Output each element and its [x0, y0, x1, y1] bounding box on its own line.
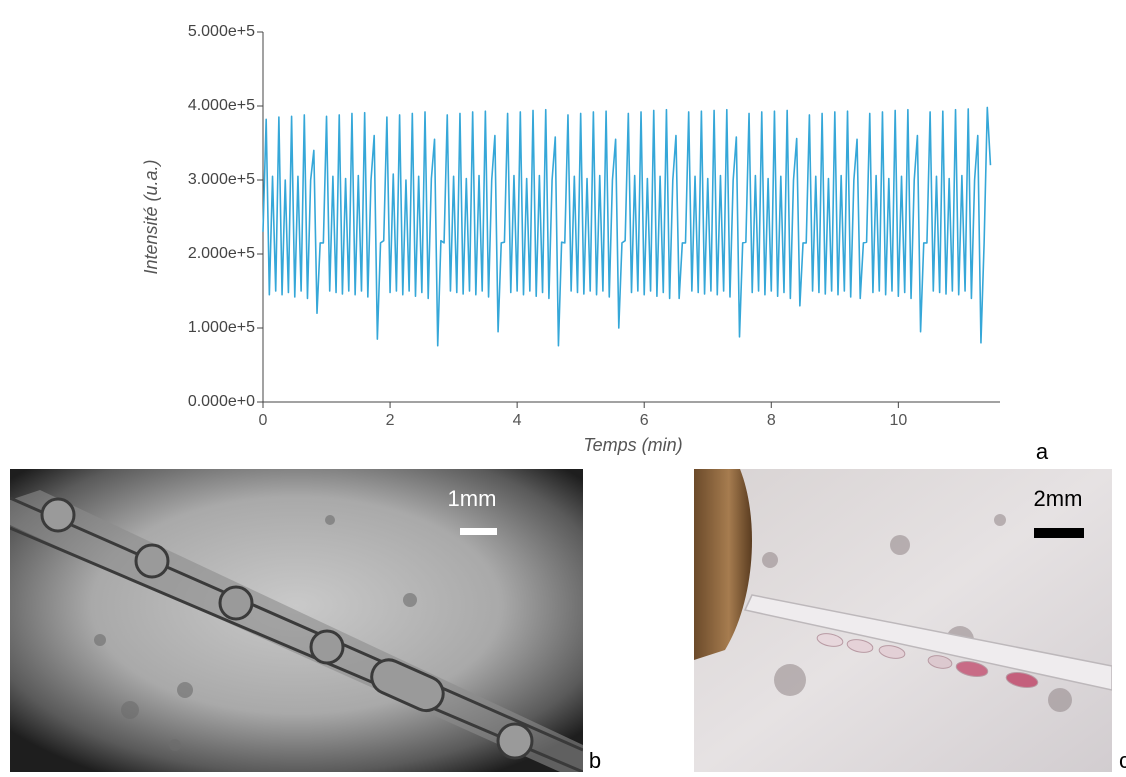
plot: 0.000e+0 1.000e+5 2.000e+5 3.000e+5 4.000e+5… [188, 23, 1000, 429]
panel-label: b [589, 748, 601, 772]
photo-c [694, 469, 1112, 772]
x-tick-label: 10 [889, 412, 907, 429]
y-tick-label: 5.000e+5 [188, 23, 255, 40]
scale-label-c: 2mm [1034, 486, 1083, 511]
y-axis-title: Intensité (u.a.) [141, 159, 161, 274]
scale-bar-c [1034, 528, 1084, 538]
panel-label: a [1036, 439, 1049, 464]
x-tick-label: 2 [386, 412, 395, 429]
y-tick-label: 2.000e+5 [188, 245, 255, 262]
y-tick-label: 3.000e+5 [188, 171, 255, 188]
data-line [262, 106, 992, 347]
y-tick-label: 0.000e+0 [188, 393, 255, 410]
scale-bar-b [460, 528, 497, 535]
panel-label: c [1119, 748, 1126, 772]
x-tick-label: 8 [767, 412, 776, 429]
x-axis-title: Temps (min) [583, 435, 682, 455]
y-tick-label: 4.000e+5 [188, 97, 255, 114]
scale-label-b: 1mm [448, 486, 497, 511]
x-tick-label: 0 [259, 412, 268, 429]
x-tick-label: 6 [640, 412, 649, 429]
y-tick-label: 1.000e+5 [188, 319, 255, 336]
photo-b [10, 469, 583, 772]
x-tick-label: 4 [513, 412, 522, 429]
